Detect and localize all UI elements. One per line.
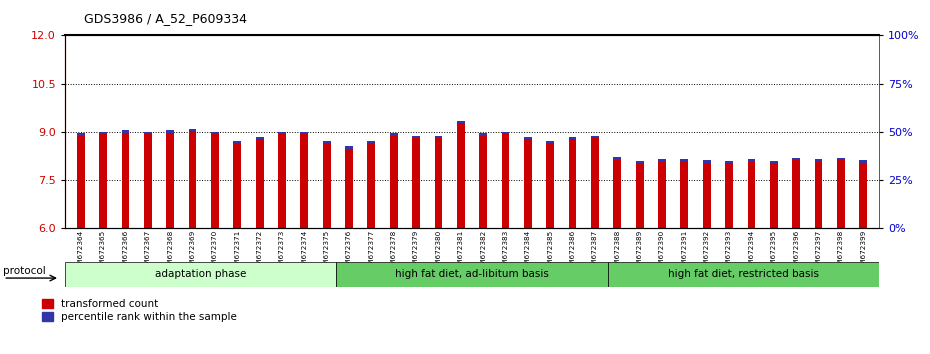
Bar — [837, 158, 844, 160]
Text: high fat diet, ad-libitum basis: high fat diet, ad-libitum basis — [395, 269, 549, 279]
Bar — [412, 136, 420, 138]
Text: high fat diet, restricted basis: high fat diet, restricted basis — [668, 269, 818, 279]
Bar — [815, 162, 822, 228]
Bar — [166, 130, 174, 133]
Bar — [859, 160, 867, 163]
Bar — [636, 161, 644, 164]
Bar — [122, 133, 129, 228]
Bar — [546, 143, 554, 228]
Bar — [323, 143, 330, 228]
Bar — [591, 136, 599, 138]
Bar — [233, 143, 241, 228]
Bar — [77, 133, 85, 136]
Legend: transformed count, percentile rank within the sample: transformed count, percentile rank withi… — [43, 299, 237, 322]
Bar — [144, 132, 152, 135]
Bar — [607, 262, 879, 287]
Bar — [748, 162, 755, 228]
Bar — [681, 162, 688, 228]
Bar — [189, 129, 196, 131]
Bar — [703, 163, 711, 228]
Bar — [501, 135, 510, 228]
Bar — [524, 137, 532, 139]
Bar — [166, 133, 174, 228]
Bar — [300, 135, 308, 228]
Text: protocol: protocol — [4, 266, 46, 276]
Bar — [658, 162, 666, 228]
Text: GDS3986 / A_52_P609334: GDS3986 / A_52_P609334 — [84, 12, 246, 25]
Bar — [658, 159, 666, 162]
Bar — [546, 141, 554, 143]
Bar — [278, 132, 286, 135]
Bar — [568, 139, 577, 228]
Bar — [390, 136, 398, 228]
Bar — [412, 138, 420, 228]
Bar — [256, 137, 263, 139]
Bar — [725, 161, 733, 164]
Bar — [614, 157, 621, 160]
Bar — [524, 139, 532, 228]
Bar — [100, 135, 107, 228]
Bar — [703, 160, 711, 163]
Bar — [770, 164, 777, 228]
Bar — [77, 136, 85, 228]
Bar — [300, 132, 308, 135]
Bar — [144, 135, 152, 228]
Bar — [337, 262, 607, 287]
Bar — [390, 133, 398, 136]
Bar — [278, 135, 286, 228]
Bar — [100, 132, 107, 135]
Bar — [457, 121, 465, 123]
Text: adaptation phase: adaptation phase — [155, 269, 246, 279]
Bar — [636, 164, 644, 228]
Bar — [614, 160, 621, 228]
Bar — [591, 138, 599, 228]
Bar — [837, 160, 844, 228]
Bar — [792, 160, 800, 228]
Bar — [815, 159, 822, 162]
Bar — [323, 141, 330, 143]
Bar — [211, 135, 219, 228]
Bar — [501, 132, 510, 135]
Bar — [725, 164, 733, 228]
Bar — [434, 138, 443, 228]
Bar — [568, 137, 577, 139]
Bar — [859, 163, 867, 228]
Bar — [65, 262, 337, 287]
Bar — [256, 139, 263, 228]
Bar — [367, 141, 376, 143]
Bar — [211, 132, 219, 135]
Bar — [792, 158, 800, 160]
Bar — [189, 131, 196, 228]
Bar — [681, 159, 688, 162]
Bar — [479, 133, 487, 136]
Bar — [367, 143, 376, 228]
Bar — [770, 161, 777, 164]
Bar — [479, 136, 487, 228]
Bar — [233, 141, 241, 143]
Bar — [434, 136, 443, 138]
Bar — [122, 130, 129, 133]
Bar — [457, 123, 465, 228]
Bar — [345, 146, 352, 149]
Bar — [748, 159, 755, 162]
Bar — [345, 149, 352, 228]
